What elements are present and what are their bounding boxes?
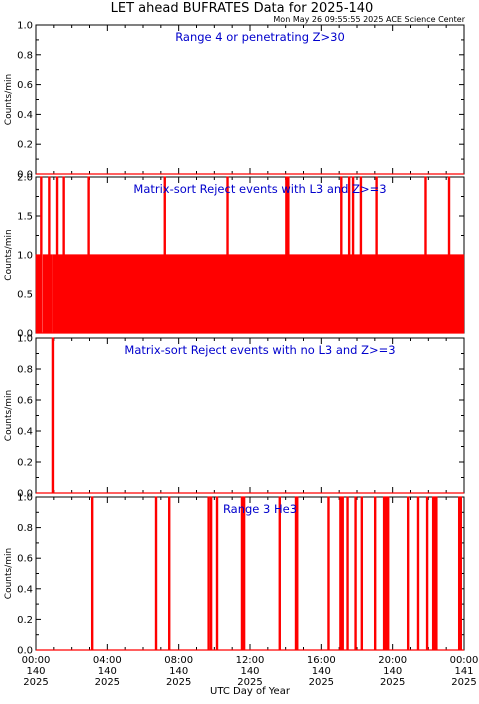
chart-title: LET ahead BUFRATES Data for 2025-140 [111,1,374,16]
x-tick-label-year: 2025 [237,677,262,688]
y-tick-label: 1.0 [17,21,33,32]
y-tick-label: 1.0 [17,251,33,262]
y-tick-label: 0.0 [17,170,33,181]
panel-frame [35,24,465,175]
panel-title: Matrix-sort Reject events with L3 and Z>… [133,182,386,196]
x-tick-label-year: 2025 [451,677,476,688]
x-tick-label-doy: 141 [454,666,473,677]
y-tick-label: 0.8 [17,50,33,61]
panel-title: Matrix-sort Reject events with no L3 and… [124,343,395,357]
generation-timestamp: Mon May 26 09:55:55 2025 ACE Science Cen… [273,15,465,24]
panel-frame [35,337,465,494]
y-axis-label: Counts/min [4,74,14,125]
x-tick-label-year: 2025 [95,677,120,688]
y-tick-label: 0.8 [17,365,33,376]
x-tick-label-doy: 140 [98,666,117,677]
panel-title: Range 3 He3 [223,502,297,516]
x-tick-label-time: 12:00 [236,655,265,666]
x-tick-label-doy: 140 [26,666,45,677]
y-tick-label: 0.0 [17,489,33,500]
y-tick-label: 0.4 [17,427,33,438]
x-tick-label-doy: 140 [169,666,188,677]
y-tick-label: 0.0 [17,329,33,340]
x-tick-label-year: 2025 [309,677,334,688]
x-tick-label-year: 2025 [23,677,48,688]
x-axis-label: UTC Day of Year [210,686,291,697]
data-series-line [36,337,464,494]
x-tick-label-year: 2025 [380,677,405,688]
y-tick-label: 0.4 [17,110,33,121]
data-series-line [35,176,465,334]
y-tick-label: 0.0 [17,646,33,657]
panel-2: 0.0 0.5 1.0 1.5 2.0 Counts/min Matrix-sort Rej… [4,173,465,340]
x-tick-label-time: 16:00 [307,655,336,666]
y-tick-label: 0.2 [17,140,33,151]
panel-1: 0.0 0.2 0.4 0.6 0.8 1.0 Counts/min Range 4 or p… [4,21,465,181]
x-tick-label-doy: 140 [240,666,259,677]
x-tick-label-time: 00:00 [22,655,51,666]
x-tick-label-year: 2025 [166,677,191,688]
y-tick-label: 0.5 [17,290,33,301]
panel-4: 0.0 0.2 0.4 0.6 0.8 1.0 Counts/min Range 3 He3 [4,493,465,657]
panel-frame [35,496,465,651]
x-tick-label-time: 04:00 [93,655,122,666]
y-tick-label: 0.8 [17,523,33,534]
y-tick-label: 0.2 [17,615,33,626]
x-tick-label-doy: 140 [312,666,331,677]
y-tick-label: 1.5 [17,212,33,223]
y-axis-label: Counts/min [4,390,14,441]
y-tick-label: 0.4 [17,584,33,595]
y-tick-label: 0.2 [17,458,33,469]
y-tick-label: 0.6 [17,554,33,565]
data-series-line [36,496,464,651]
y-axis-label: Counts/min [4,229,14,280]
x-tick-label-time: 20:00 [378,655,407,666]
y-tick-label: 0.6 [17,80,33,91]
x-tick-label-time: 08:00 [164,655,193,666]
y-tick-label: 0.6 [17,396,33,407]
x-tick-label-time: 00:00 [450,655,479,666]
y-axis-label: Counts/min [4,548,14,599]
panel-title: Range 4 or penetrating Z>30 [175,30,345,44]
y-tick-label: 1.0 [17,493,33,504]
y-tick-label: 2.0 [17,173,33,184]
y-tick-label: 1.0 [17,334,33,345]
panel-3: 0.0 0.2 0.4 0.6 0.8 1.0 Counts/min Matrix-sort … [4,334,465,500]
x-tick-label-doy: 140 [383,666,402,677]
